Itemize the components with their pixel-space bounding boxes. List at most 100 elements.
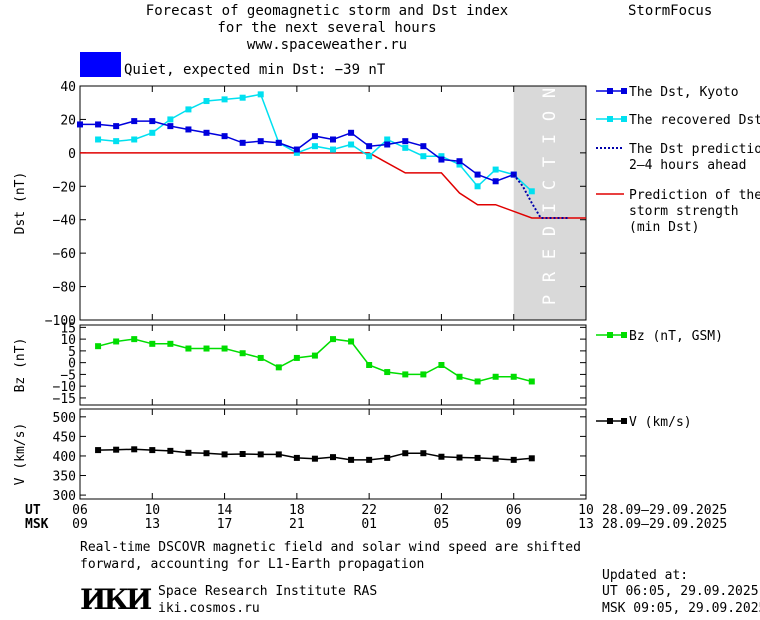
recovered-dst-point (113, 138, 120, 145)
institute-name: Space Research Institute RAS (158, 584, 378, 599)
prediction-label-char: R (540, 271, 560, 282)
ut-label: UT (25, 503, 41, 518)
x-tick-label-msk: 21 (289, 517, 305, 532)
solar-wind-speed-point (474, 454, 481, 461)
y-tick-label: 10 (60, 333, 76, 348)
panel-frame (79, 85, 587, 321)
y-axis-label: V (km/s) (13, 423, 28, 486)
solar-wind-speed-point (492, 455, 499, 462)
y-tick-label: 350 (53, 470, 76, 485)
updated-msk: MSK 09:05, 29.09.2025 (602, 601, 760, 616)
recovered-dst-legend-marker (621, 116, 627, 122)
x-tick-label-ut: 10 (578, 503, 594, 518)
recovered-dst-line (98, 93, 533, 192)
dst-kyoto-point (293, 146, 300, 153)
recovered-dst-point (420, 153, 427, 160)
y-tick-label: −5 (60, 368, 76, 383)
dst-kyoto-point (239, 139, 246, 146)
solar-wind-speed-point (131, 446, 138, 453)
dst-kyoto-point (510, 171, 517, 178)
y-tick-label: 500 (53, 411, 76, 426)
solar-wind-speed-point (330, 454, 336, 461)
brand-name: StormFocus (628, 3, 713, 19)
recovered-dst-point (402, 144, 409, 151)
y-axis-label: Dst (nT) (13, 172, 28, 235)
solar-wind-speed-point (311, 455, 318, 462)
x-tick-label-msk: 05 (434, 517, 450, 532)
dst-kyoto-point (167, 123, 174, 130)
dst-kyoto-point (77, 121, 83, 128)
recovered-dst-point (149, 129, 156, 136)
storm-strength-prediction-legend-label: Prediction of the (629, 188, 760, 203)
prediction-label-char: T (540, 157, 560, 167)
solar-wind-speed-point (113, 446, 120, 453)
dst-kyoto-point (330, 136, 336, 143)
y-tick-label: −10 (53, 380, 76, 395)
recovered-dst-point (384, 136, 391, 143)
x-tick-label-msk: 09 (72, 517, 88, 532)
x-tick-label-msk: 17 (217, 517, 233, 532)
dst-kyoto-point (149, 118, 156, 125)
dst-kyoto-point (311, 133, 318, 140)
bz-point (420, 371, 427, 378)
updated-label: Updated at: (602, 568, 689, 583)
recovered-dst-point (203, 98, 210, 105)
dst-kyoto-point (438, 156, 445, 163)
bz-point (474, 378, 481, 385)
dst-kyoto-point (384, 141, 391, 148)
solar-wind-speed-legend-marker (607, 418, 613, 424)
x-tick-label-ut: 18 (289, 503, 305, 518)
dst-kyoto-point (275, 139, 282, 146)
dst-kyoto-point (95, 121, 102, 128)
solar-wind-speed-point (185, 449, 192, 456)
y-tick-label: 40 (60, 80, 76, 95)
dst-prediction-line (512, 173, 568, 219)
dst-kyoto-point (348, 129, 355, 136)
dst-kyoto-point (402, 138, 409, 145)
prediction-label-char: I (540, 134, 560, 144)
recovered-dst-point (528, 188, 535, 195)
dst-kyoto-point (474, 171, 481, 178)
institute-site[interactable]: iki.cosmos.ru (158, 601, 260, 616)
bz-point (293, 354, 300, 361)
prediction-label-char: E (540, 249, 560, 259)
dst-kyoto-legend-label: The Dst, Kyoto (629, 85, 739, 100)
bz-point (167, 340, 174, 347)
prediction-label-char: C (540, 180, 560, 190)
prediction-band (513, 86, 586, 320)
recovered-dst-point (239, 94, 246, 101)
recovered-dst-point (131, 136, 138, 143)
ut-range: 28.09–29.09.2025 (602, 503, 727, 518)
dst-kyoto-point (456, 158, 463, 165)
bz-point (131, 336, 138, 343)
prediction-label-char: O (540, 111, 560, 121)
msk-range: 28.09–29.09.2025 (602, 517, 727, 532)
solar-wind-speed-legend-label: V (km/s) (629, 415, 692, 430)
bz-point (113, 338, 120, 345)
bz-point (203, 345, 210, 352)
y-tick-label: −100 (45, 314, 76, 329)
y-tick-label: 20 (60, 113, 76, 128)
dst-kyoto-legend-marker (607, 88, 613, 94)
bz-point (528, 378, 535, 385)
bz-point (239, 350, 246, 357)
solar-wind-speed-point (239, 451, 246, 457)
recovered-dst-point (438, 153, 445, 160)
title-line-2: for the next several hours (217, 20, 437, 36)
y-tick-label: −80 (53, 281, 76, 296)
title-line-3[interactable]: www.spaceweather.ru (246, 37, 408, 53)
recovered-dst-point (185, 106, 192, 113)
iki-logo: ИКИ (80, 583, 152, 616)
storm-strength-prediction-line (80, 152, 586, 219)
y-axis-label: Bz (nT) (13, 338, 28, 393)
bz-point (402, 371, 409, 378)
prediction-label-char: D (540, 226, 560, 236)
recovered-dst-point (456, 161, 463, 168)
solar-wind-speed-point (510, 456, 517, 463)
dst-kyoto-legend-marker (621, 88, 627, 94)
bz-legend-marker (607, 332, 613, 338)
solar-wind-speed-point (438, 453, 445, 460)
dst-kyoto-point (203, 129, 210, 136)
bz-point (149, 340, 156, 347)
recovered-dst-point (330, 146, 336, 153)
